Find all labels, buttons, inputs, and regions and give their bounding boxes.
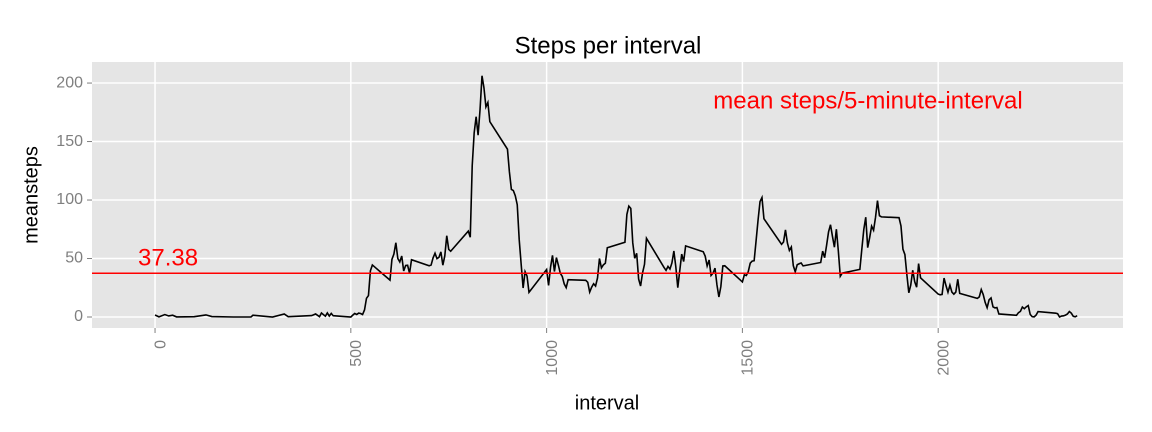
- x-tick-label: 1500: [740, 340, 757, 376]
- y-axis-title: meansteps: [20, 146, 42, 244]
- y-tick-label: 150: [56, 133, 83, 150]
- chart-title: Steps per interval: [515, 32, 702, 59]
- plot-panel: [92, 62, 1123, 328]
- mean-label: 37.38: [138, 245, 198, 272]
- annotation: mean steps/5-minute-interval: [713, 87, 1022, 114]
- x-tick-label: 1000: [544, 340, 561, 376]
- x-tick-label: 500: [348, 340, 365, 367]
- y-tick-label: 0: [74, 308, 83, 325]
- y-tick-label: 50: [65, 250, 83, 267]
- data-line: [154, 75, 1078, 319]
- x-axis-title: interval: [575, 392, 639, 414]
- y-tick-label: 100: [56, 191, 83, 208]
- y-tick-label: 200: [56, 74, 83, 91]
- x-tick-label: 2000: [935, 340, 952, 376]
- x-tick-label: 0: [152, 340, 169, 349]
